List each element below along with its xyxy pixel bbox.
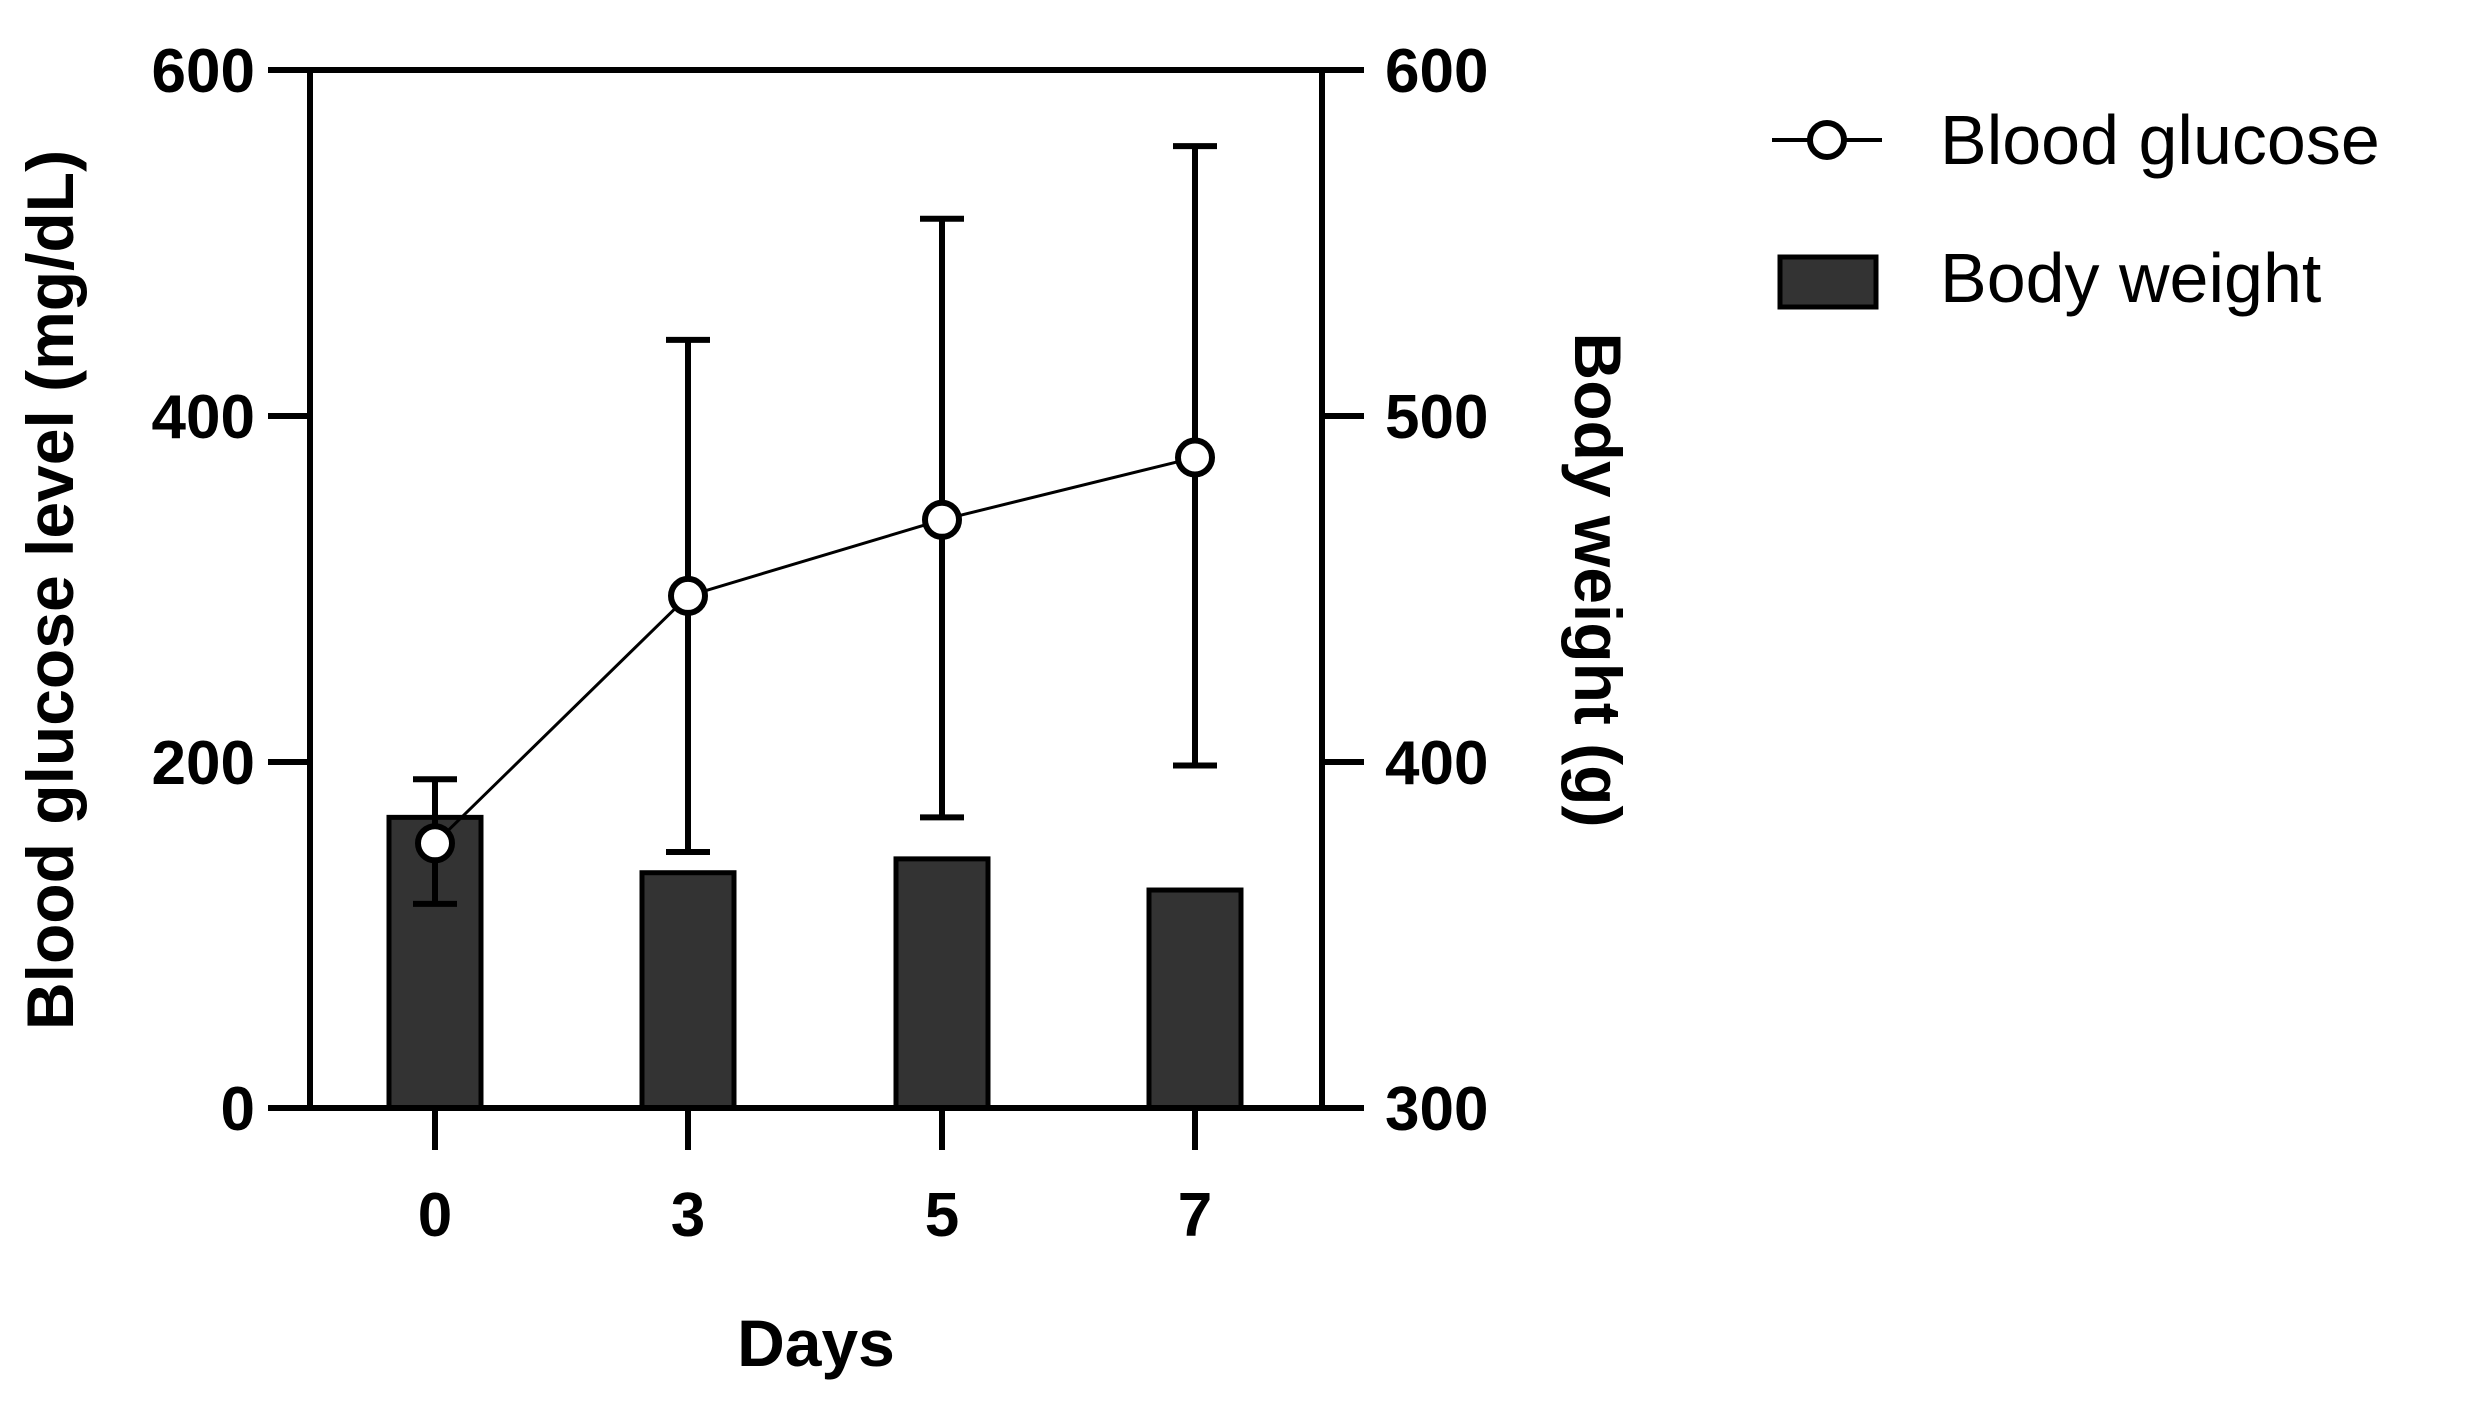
tick-label-left-0: 0 (221, 1075, 255, 1144)
legend: Blood glucose Body weight (1772, 101, 2380, 317)
point-blood-glucose-day-3 (668, 575, 708, 616)
errorbars-layer (413, 143, 1217, 907)
tick-label-x-0: 0 (418, 1181, 452, 1250)
line-layer (433, 456, 1196, 845)
point-blood-glucose-day-7 (1175, 437, 1215, 478)
tick-label-right-600: 600 (1385, 37, 1488, 106)
legend-bar-swatch (1777, 254, 1879, 310)
tick-label-x-3: 3 (671, 1181, 705, 1250)
legend-label-blood-glucose: Blood glucose (1940, 101, 2380, 179)
line-blood-glucose (433, 456, 1196, 845)
tick-label-x-5: 5 (925, 1181, 959, 1250)
tick-label-left-600: 600 (152, 37, 255, 106)
axes-layer (307, 67, 1325, 1111)
legend-label-body-weight: Body weight (1940, 239, 2321, 317)
bar-body-weight-day-5 (893, 856, 991, 1111)
tick-label-right-500: 500 (1385, 383, 1488, 452)
x-axis-title: Days (737, 1306, 895, 1380)
legend-item-blood-glucose: Blood glucose (1772, 101, 2380, 179)
bar-body-weight-day-7 (1146, 887, 1244, 1111)
tick-label-right-400: 400 (1385, 729, 1488, 798)
tick-label-right-300: 300 (1385, 1075, 1488, 1144)
markers-layer (415, 437, 1215, 864)
tick-label-x-7: 7 (1178, 1181, 1212, 1250)
y-axis-right-title: Body weight (g) (1561, 333, 1635, 828)
bars-layer (386, 814, 1244, 1111)
legend-item-body-weight: Body weight (1777, 239, 2321, 317)
legend-circle-marker-icon (1807, 120, 1847, 160)
y-axis-left-title: Blood glucose level (mg/dL) (13, 150, 87, 1030)
tick-label-left-200: 200 (152, 729, 255, 798)
tick-label-left-400: 400 (152, 383, 255, 452)
ticks-layer: 0 200 400 600 300 400 500 600 0 3 5 7 (152, 37, 1489, 1250)
point-blood-glucose-day-0 (415, 823, 455, 864)
point-blood-glucose-day-5 (922, 499, 962, 540)
bar-body-weight-day-3 (639, 870, 737, 1111)
